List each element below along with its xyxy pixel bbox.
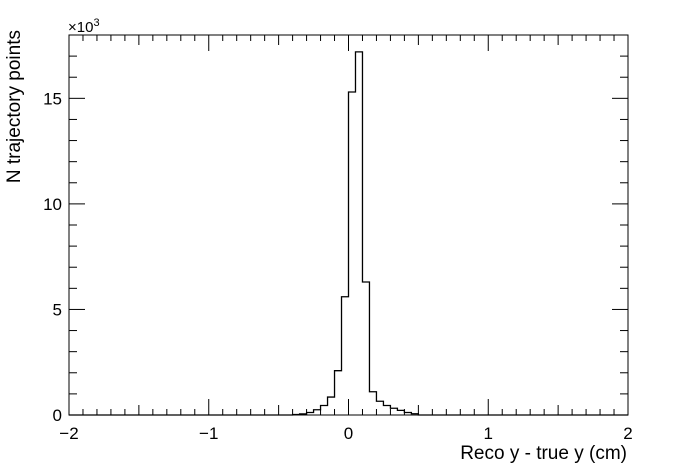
x-tick-label: 0 [344,424,353,443]
y-tick-label: 15 [43,89,62,108]
y-tick-label: 10 [43,195,62,214]
histogram-outline [69,51,628,416]
y-tick-label: 5 [53,300,62,319]
y-axis-title: N trajectory points [4,30,25,183]
x-tick-label: −1 [199,424,218,443]
x-tick-label: 1 [484,424,493,443]
x-tick-label: −2 [59,424,78,443]
y-multiplier-label: ×103 [68,17,100,36]
x-axis-title: Reco y - true y (cm) [460,443,627,464]
x-tick-label: 2 [623,424,632,443]
y-tick-label: 0 [53,406,62,425]
tick-labels: −2 −1 0 1 2 0 5 10 15 [43,89,633,443]
